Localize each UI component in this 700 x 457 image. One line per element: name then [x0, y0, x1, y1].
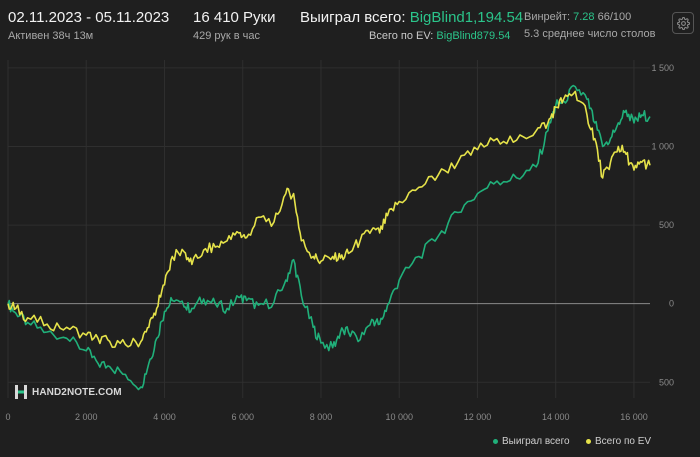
hand2note-logo: HAND2NOTE.COM [14, 384, 122, 400]
profit-chart: 0 2 000 4 000 6 000 8 000 10 000 12 000 14 000 1… [5, 60, 674, 422]
ev-label: Всего по EV: [369, 30, 434, 42]
date-range[interactable]: 02.11.2023 - 05.11.2023 [8, 9, 170, 26]
x-tick-label: 8 000 [310, 412, 333, 422]
avg-tables: 5.3 среднее число столов [524, 28, 656, 40]
winrate: Винрейт: 7.28 66/100 [524, 11, 631, 23]
y-tick-label: 500 [659, 377, 674, 387]
logo-text: HAND2NOTE.COM [32, 386, 122, 398]
legend-won[interactable]: Выиграл всего [493, 436, 570, 447]
legend-ev-label: Всего по EV [595, 436, 652, 447]
x-tick-label: 14 000 [542, 412, 570, 422]
x-tick-label: 2 000 [75, 412, 98, 422]
hands-count: 16 410 Руки [193, 9, 276, 26]
gear-icon [676, 16, 690, 30]
won-label: Выиграл всего: [300, 9, 406, 26]
grid [7, 60, 650, 398]
y-tick-label: 1 500 [651, 63, 674, 73]
series [7, 84, 651, 391]
h2n-logo-icon [15, 385, 27, 399]
x-tick-label: 10 000 [385, 412, 413, 422]
won-value: BigBlind1,194.54 [409, 9, 524, 26]
x-tick-label: 16 000 [620, 412, 648, 422]
header: 02.11.2023 - 05.11.2023 Активен 38ч 13м … [0, 0, 700, 50]
y-tick-label: 0 [669, 299, 674, 309]
legend-ev[interactable]: Всего по EV [586, 436, 651, 447]
y-tick-label: 500 [659, 220, 674, 230]
ev-total-line [7, 90, 651, 349]
legend-won-dot [493, 439, 498, 444]
won-total: Выиграл всего: BigBlind1,194.54 [300, 9, 523, 26]
winrate-suffix: 66/100 [597, 11, 632, 23]
x-tick-label: 0 [5, 412, 10, 422]
ev-value: BigBlind879.54 [436, 30, 511, 42]
hands-per-hour: 429 рук в час [193, 30, 261, 42]
active-time: Активен 38ч 13м [8, 30, 94, 42]
x-tick-label: 4 000 [153, 412, 176, 422]
y-tick-label: 1 000 [651, 141, 674, 151]
legend-won-label: Выиграл всего [502, 436, 570, 447]
ev-total: Всего по EV: BigBlind879.54 [369, 30, 510, 42]
legend-ev-dot [586, 439, 591, 444]
winrate-label: Винрейт: [524, 11, 571, 23]
winrate-value: 7.28 [573, 11, 595, 23]
settings-button[interactable] [672, 12, 694, 34]
won-total-line [7, 84, 651, 391]
axes: 0 2 000 4 000 6 000 8 000 10 000 12 000 14 000 1… [5, 63, 674, 422]
x-tick-label: 12 000 [464, 412, 492, 422]
x-tick-label: 6 000 [231, 412, 254, 422]
